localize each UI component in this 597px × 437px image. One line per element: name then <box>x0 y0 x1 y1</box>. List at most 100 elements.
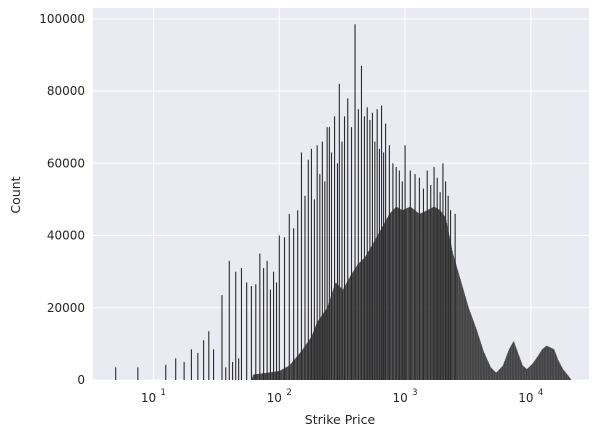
histogram-bar <box>375 239 376 380</box>
histogram-bar <box>563 370 565 380</box>
histogram-bar <box>563 370 565 380</box>
histogram-bar <box>495 371 496 380</box>
histogram-bar <box>558 361 560 380</box>
histogram-bar <box>446 223 448 380</box>
histogram-bar <box>547 346 549 380</box>
x-tick-label: 10 <box>392 391 407 405</box>
histogram-bar <box>264 373 266 380</box>
histogram-bar <box>436 207 437 380</box>
histogram-bar <box>555 355 557 380</box>
histogram-bar <box>397 207 398 380</box>
histogram-bar <box>386 219 387 380</box>
histogram-bar <box>557 359 559 380</box>
histogram-bar <box>562 368 563 380</box>
histogram-bar <box>391 211 393 380</box>
histogram-bar <box>400 209 402 380</box>
histogram-bar <box>413 209 415 380</box>
histogram-spike <box>203 340 205 380</box>
histogram-bar <box>296 356 298 380</box>
histogram-bar <box>463 291 465 380</box>
histogram-bar <box>485 355 486 380</box>
histogram-spike <box>225 367 227 380</box>
histogram-bar <box>485 357 487 380</box>
histogram-bar <box>490 366 491 380</box>
histogram-bar <box>439 209 440 380</box>
histogram-bar <box>498 369 500 380</box>
histogram-bar <box>272 371 274 380</box>
histogram-bar <box>420 213 421 380</box>
histogram-bar <box>445 220 447 380</box>
histogram-bar <box>517 351 518 380</box>
histogram-bar <box>320 316 322 380</box>
histogram-bar <box>554 351 556 380</box>
histogram-bar <box>519 356 520 380</box>
histogram-spike <box>401 181 403 380</box>
histogram-bar <box>342 289 344 380</box>
histogram-bar <box>268 372 270 380</box>
y-tick-label: 20000 <box>47 301 85 315</box>
histogram-bar <box>348 279 349 380</box>
histogram-bar <box>435 207 437 380</box>
histogram-spike <box>240 268 243 380</box>
histogram-bar <box>528 366 530 380</box>
histogram-bar <box>357 264 358 380</box>
y-tick-label: 100000 <box>39 12 85 26</box>
histogram-bar <box>403 209 405 380</box>
histogram-bar <box>396 207 398 380</box>
histogram-bar <box>554 350 555 380</box>
histogram-bar <box>271 372 272 380</box>
histogram-bar <box>308 340 310 380</box>
histogram-spike <box>338 83 340 380</box>
histogram-bar <box>362 259 364 380</box>
histogram-bar <box>389 213 391 380</box>
histogram-bar <box>513 341 515 380</box>
histogram-bar <box>253 374 254 380</box>
histogram-bar <box>512 341 514 380</box>
histogram-bar <box>290 364 291 380</box>
histogram-bar <box>544 346 546 380</box>
histogram-bar <box>258 373 259 380</box>
histogram-bar <box>453 255 454 380</box>
histogram-bar <box>509 348 510 380</box>
histogram-spike <box>363 116 365 380</box>
histogram-bar <box>355 267 357 380</box>
histogram-bar <box>360 261 362 380</box>
histogram-bar <box>380 229 382 380</box>
histogram-bar <box>340 287 342 380</box>
histogram-bar <box>302 349 304 380</box>
histogram-spike <box>343 116 346 380</box>
histogram-bar <box>399 208 401 380</box>
histogram-bar <box>370 246 372 380</box>
histogram-bar <box>316 324 317 380</box>
histogram-bar <box>500 367 502 380</box>
histogram-bar <box>267 372 269 380</box>
histogram-bar <box>475 327 477 380</box>
histogram-spike <box>313 199 315 380</box>
histogram-bar <box>317 320 319 380</box>
histogram-bar <box>493 370 494 380</box>
histogram-bar <box>285 367 287 380</box>
histogram-bar <box>282 369 283 380</box>
histogram-bar <box>557 358 558 380</box>
histogram-spike <box>137 367 139 380</box>
histogram-bar <box>280 370 282 380</box>
histogram-bar <box>459 276 461 380</box>
histogram-spike <box>208 331 210 380</box>
histogram-bar <box>508 351 509 380</box>
histogram-bar <box>322 313 324 380</box>
histogram-bar <box>252 375 254 380</box>
histogram-bar <box>471 317 473 380</box>
histogram-spike <box>238 358 240 380</box>
histogram-bar <box>501 367 502 380</box>
histogram-bar <box>405 208 407 380</box>
histogram-spike <box>321 141 323 380</box>
histogram-bar <box>343 288 344 380</box>
histogram-bar <box>560 365 562 380</box>
histogram-bar <box>444 216 446 380</box>
histogram-spike <box>426 170 428 380</box>
histogram-bar <box>458 272 459 380</box>
histogram-bar <box>517 353 519 380</box>
histogram-bar <box>391 211 392 380</box>
histogram-bar <box>543 347 545 380</box>
histogram-bar <box>533 361 535 380</box>
